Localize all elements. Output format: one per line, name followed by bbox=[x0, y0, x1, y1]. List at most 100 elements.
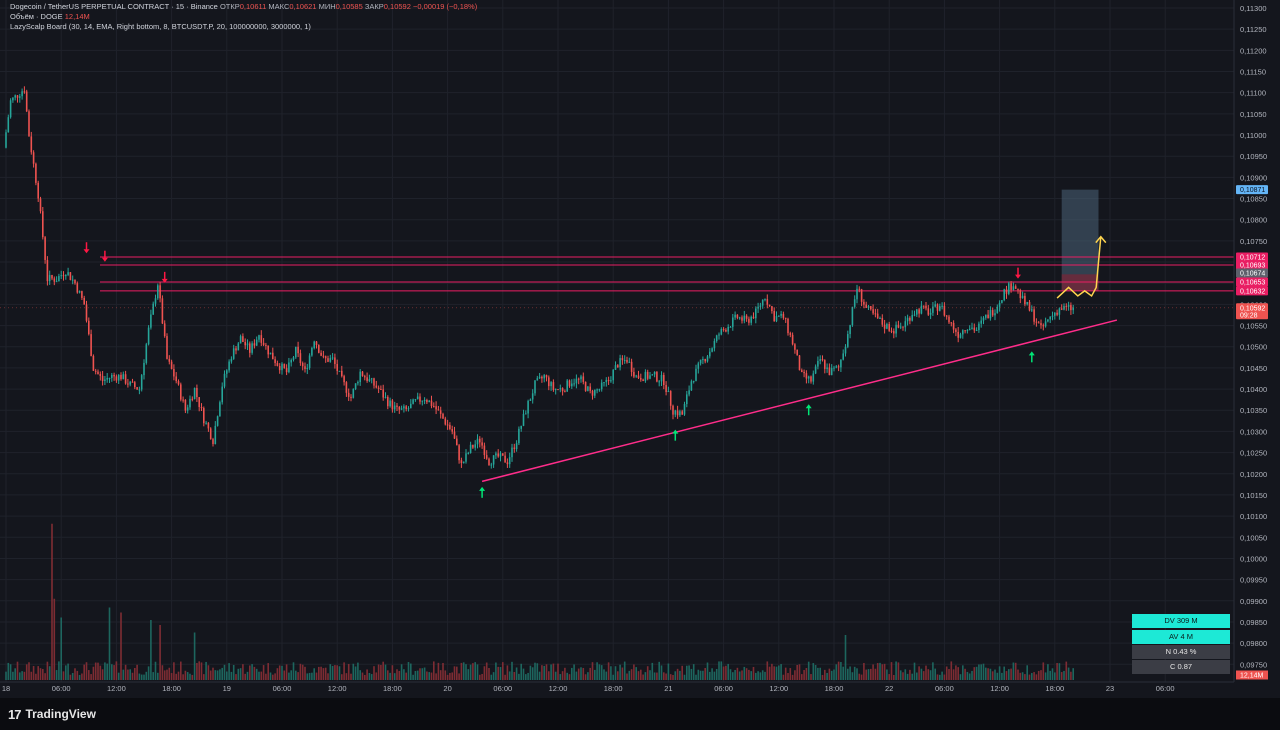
volume-label-box bbox=[1236, 670, 1268, 680]
candle-body bbox=[630, 361, 633, 372]
volume-bar bbox=[637, 671, 640, 680]
volume-bar bbox=[672, 674, 674, 680]
volume-bar bbox=[759, 672, 762, 680]
volume-bar bbox=[548, 671, 550, 680]
candle-body bbox=[1047, 319, 1049, 322]
candle-body bbox=[389, 400, 391, 407]
volume-bar bbox=[373, 666, 375, 680]
volume-bar bbox=[932, 662, 934, 680]
time-tick-label: 12:00 bbox=[769, 684, 788, 693]
volume-bar bbox=[994, 669, 996, 680]
volume-bar bbox=[605, 671, 608, 680]
candle-body bbox=[853, 299, 856, 307]
volume-bar bbox=[743, 666, 746, 680]
volume-bar bbox=[375, 672, 378, 680]
price-tick-label: 0,10350 bbox=[1240, 406, 1267, 415]
volume-bar bbox=[939, 674, 941, 680]
candle-body bbox=[789, 333, 792, 335]
volume-bar bbox=[750, 671, 752, 680]
candle-body bbox=[1040, 323, 1042, 326]
candle-body bbox=[5, 132, 7, 148]
volume-legend[interactable]: Объём · DOGE 12,14M bbox=[10, 12, 90, 22]
volume-bar bbox=[223, 664, 226, 680]
volume-bar bbox=[143, 674, 145, 680]
volume-bar bbox=[111, 664, 113, 680]
candle-body bbox=[154, 298, 157, 304]
volume-bar bbox=[899, 670, 902, 680]
candle-body bbox=[860, 289, 863, 302]
horizontal-levels[interactable] bbox=[100, 256, 1234, 292]
time-tick-label: 06:00 bbox=[935, 684, 954, 693]
volume-bar bbox=[876, 663, 879, 680]
volume-bar bbox=[318, 666, 320, 680]
candle-body bbox=[113, 374, 115, 377]
volume-bar bbox=[88, 670, 90, 680]
candle-body bbox=[423, 399, 426, 401]
candle-body bbox=[336, 364, 338, 371]
candle-body bbox=[295, 346, 297, 358]
price-axis[interactable]: 0,11300 0,11250 0,11200 0,11150 0,11100 0,110… bbox=[1233, 0, 1267, 682]
volume-bar bbox=[35, 673, 37, 680]
price-label-subtext: 09:28 bbox=[1240, 312, 1258, 319]
candle-body bbox=[817, 360, 819, 367]
candle-body bbox=[656, 372, 658, 382]
volume-bar bbox=[768, 666, 771, 680]
volume-bar bbox=[621, 667, 624, 680]
candle-body bbox=[81, 291, 83, 298]
volume-bar bbox=[667, 663, 670, 680]
candle-body bbox=[83, 297, 85, 305]
volume-bar bbox=[25, 664, 28, 680]
candle-body bbox=[794, 344, 796, 350]
candle-body bbox=[1049, 316, 1051, 320]
symbol-legend[interactable]: Dogecoin / TetherUS PERPETUAL CONTRACT ·… bbox=[10, 2, 477, 12]
candle-body bbox=[230, 358, 233, 362]
candle-body bbox=[550, 382, 552, 387]
candle-body bbox=[462, 461, 465, 464]
candle-body bbox=[1042, 325, 1045, 327]
volume-bar bbox=[552, 663, 555, 680]
volume-bar bbox=[106, 663, 108, 680]
projection-arrowhead bbox=[1095, 235, 1107, 244]
candle-body bbox=[1054, 312, 1056, 316]
indicator-legend[interactable]: LazyScalp Board (30, 14, EMA, Right bott… bbox=[10, 22, 311, 32]
candle-body bbox=[511, 447, 513, 458]
volume-bar bbox=[755, 672, 757, 680]
volume-bar bbox=[890, 662, 893, 680]
price-tick-label: 0,10550 bbox=[1240, 322, 1267, 331]
ohlc-high-value: 0,10621 bbox=[289, 2, 317, 11]
candle-body bbox=[1001, 300, 1003, 303]
volume-bar bbox=[975, 666, 978, 680]
volume-bar bbox=[506, 665, 509, 680]
time-tick-label: 18:00 bbox=[604, 684, 623, 693]
candle-body bbox=[492, 455, 495, 465]
candle-body bbox=[690, 381, 693, 391]
candle-body bbox=[306, 367, 309, 370]
volume-bar bbox=[237, 668, 240, 680]
candle-body bbox=[37, 182, 39, 199]
volume-bar bbox=[649, 670, 651, 680]
candle-body bbox=[366, 377, 368, 382]
candle-body bbox=[453, 431, 456, 439]
candle-body bbox=[968, 328, 971, 331]
candle-body bbox=[945, 315, 948, 317]
time-axis[interactable]: 18 06:00 12:00 18:00 19 06:00 12:00 18:00 20 06:0… bbox=[0, 681, 1234, 693]
volume-bar bbox=[69, 674, 72, 680]
grid bbox=[0, 0, 1234, 682]
candle-body bbox=[971, 327, 973, 329]
volume-bar bbox=[554, 671, 557, 680]
candle-body bbox=[292, 357, 295, 360]
candle-body bbox=[412, 399, 414, 404]
tradingview-brand[interactable]: 17 TradingView bbox=[8, 705, 96, 723]
volume-bar bbox=[124, 664, 127, 680]
candle-body bbox=[566, 380, 568, 392]
trend-line-group[interactable] bbox=[481, 235, 1118, 483]
volume-bar bbox=[527, 672, 529, 680]
volume-bar bbox=[865, 669, 867, 680]
candle-body bbox=[19, 96, 21, 98]
candle-body bbox=[522, 413, 525, 426]
volume-bar bbox=[959, 674, 962, 680]
volume-bar bbox=[757, 671, 759, 680]
volume-bar bbox=[370, 674, 373, 680]
candle-body bbox=[902, 326, 904, 328]
